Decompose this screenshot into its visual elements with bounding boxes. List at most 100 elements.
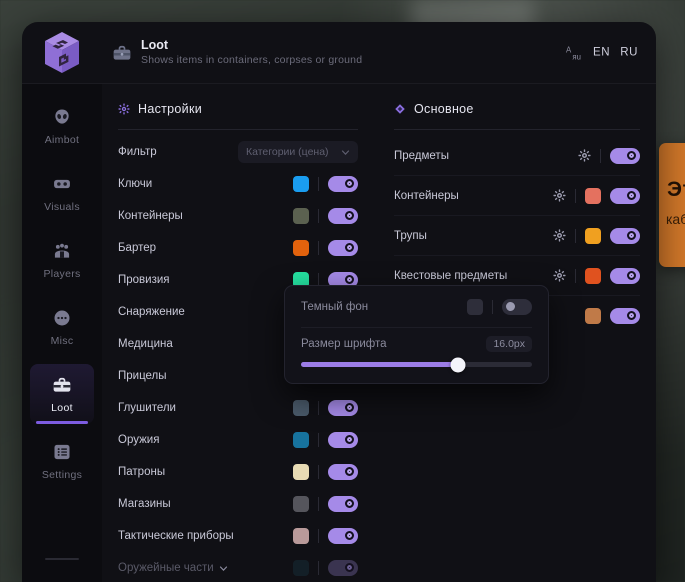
color-swatch[interactable] <box>293 272 309 288</box>
sidebar-item-label: Settings <box>41 468 83 481</box>
color-swatch[interactable] <box>293 528 309 544</box>
sidebar-item-settings[interactable]: Settings <box>30 431 94 491</box>
filter-select-value: Категории (цена) <box>246 146 329 158</box>
app-logo <box>22 22 102 83</box>
toggle-switch[interactable] <box>610 308 640 324</box>
app-window: Loot Shows items in containers, corpses … <box>22 22 656 582</box>
category-label: Провизия <box>118 274 170 286</box>
color-swatch[interactable] <box>293 432 309 448</box>
color-swatch[interactable] <box>585 187 601 204</box>
toggle-switch[interactable] <box>610 227 640 244</box>
category-controls <box>293 400 358 416</box>
page-title: Loot <box>141 37 169 52</box>
briefcase-icon <box>53 377 71 392</box>
notice-title: Эт <box>667 178 685 201</box>
appearance-popup: Темный фон Размер шрифта 16.0px <box>284 285 549 384</box>
divider <box>318 497 319 511</box>
sidebar-item-label: Loot <box>51 401 73 414</box>
category-label: Тактические приборы <box>118 530 234 542</box>
main-row-controls <box>553 227 640 244</box>
font-size-label: Размер шрифта <box>301 338 387 350</box>
color-swatch[interactable] <box>293 240 309 256</box>
sidebar-item-players[interactable]: Players <box>30 230 94 290</box>
toggle-switch[interactable] <box>610 187 640 204</box>
toggle-switch[interactable] <box>610 147 640 164</box>
lang-en-button[interactable]: EN <box>593 46 611 59</box>
gear-icon[interactable] <box>553 229 566 242</box>
color-swatch[interactable] <box>293 464 309 480</box>
toggle-switch[interactable] <box>328 432 358 448</box>
alien-head-icon <box>55 109 69 124</box>
sidebar-item-misc[interactable]: Misc <box>30 297 94 357</box>
divider <box>318 241 319 255</box>
divider <box>492 299 493 314</box>
header-title-block: Loot Shows items in containers, corpses … <box>102 38 362 68</box>
sidebar-item-visuals[interactable]: Visuals <box>30 163 94 223</box>
color-swatch[interactable] <box>585 267 601 284</box>
goggles-icon <box>54 179 70 188</box>
briefcase-icon <box>113 45 131 60</box>
category-label: Медицина <box>118 338 173 350</box>
color-swatch[interactable] <box>293 400 309 416</box>
toggle-switch[interactable] <box>328 400 358 416</box>
sidebar-item-loot[interactable]: Loot <box>30 364 94 424</box>
toggle-switch[interactable] <box>328 272 358 288</box>
category-controls <box>293 272 358 288</box>
color-swatch[interactable] <box>293 176 309 192</box>
category-controls <box>293 240 358 256</box>
main-row-controls <box>578 147 640 164</box>
category-label: Ключи <box>118 178 153 190</box>
color-swatch[interactable] <box>293 560 309 576</box>
main-row-controls <box>553 267 640 284</box>
toggle-switch[interactable] <box>328 176 358 192</box>
sidebar-item-aimbot[interactable]: Aimbot <box>30 96 94 156</box>
sidebar-item-label: Players <box>43 267 81 280</box>
page-subtitle: Shows items in containers, corpses or gr… <box>141 53 363 66</box>
category-row: Оружия <box>118 424 358 456</box>
toggle-switch[interactable] <box>328 208 358 224</box>
divider <box>575 188 576 203</box>
toggle-switch[interactable] <box>328 464 358 480</box>
sidebar-item-label: Misc <box>50 334 74 347</box>
category-row: Глушители <box>118 392 358 424</box>
lang-ru-button[interactable]: RU <box>620 46 638 59</box>
color-swatch[interactable] <box>585 308 601 324</box>
font-size-block: Размер шрифта 16.0px <box>301 328 532 383</box>
app-header: Loot Shows items in containers, corpses … <box>22 22 656 84</box>
main-row-controls <box>585 308 640 324</box>
color-swatch[interactable] <box>293 208 309 224</box>
font-size-slider[interactable] <box>301 357 532 372</box>
category-label: Снаряжение <box>118 306 185 318</box>
divider <box>318 209 319 223</box>
gear-icon[interactable] <box>553 189 566 202</box>
dark-background-swatch[interactable] <box>467 298 483 315</box>
app-body: Aimbot Visuals Players <box>22 84 656 582</box>
dark-background-toggle[interactable] <box>502 298 532 315</box>
cube-logo-sg-icon <box>45 31 79 73</box>
toggle-switch[interactable] <box>328 240 358 256</box>
font-size-slider-fill <box>301 362 459 367</box>
filter-select[interactable]: Категории (цена) <box>238 141 358 163</box>
sidebar-item-label: Visuals <box>44 200 80 213</box>
color-swatch[interactable] <box>585 227 601 244</box>
color-swatch[interactable] <box>293 496 309 512</box>
dots-circle-icon <box>54 310 70 325</box>
main-row-label: Квестовые предметы <box>394 269 508 282</box>
toggle-switch[interactable] <box>610 267 640 284</box>
main-row-label: Предметы <box>394 149 449 162</box>
dark-background-label: Темный фон <box>301 300 369 313</box>
toggle-switch[interactable] <box>328 528 358 544</box>
toggle-switch[interactable] <box>328 560 358 576</box>
gear-icon[interactable] <box>553 269 566 282</box>
toggle-switch[interactable] <box>328 496 358 512</box>
gear-icon[interactable] <box>578 149 591 162</box>
category-label: Бартер <box>118 242 157 254</box>
chevron-down-icon[interactable] <box>219 564 228 573</box>
font-size-slider-handle[interactable] <box>450 357 466 372</box>
language-switcher: A яu EN RU <box>566 44 638 61</box>
settings-section-rule <box>118 129 358 130</box>
list-icon <box>54 444 70 459</box>
svg-text:яu: яu <box>572 52 581 61</box>
divider <box>318 561 319 575</box>
category-row: Ключи <box>118 168 358 200</box>
